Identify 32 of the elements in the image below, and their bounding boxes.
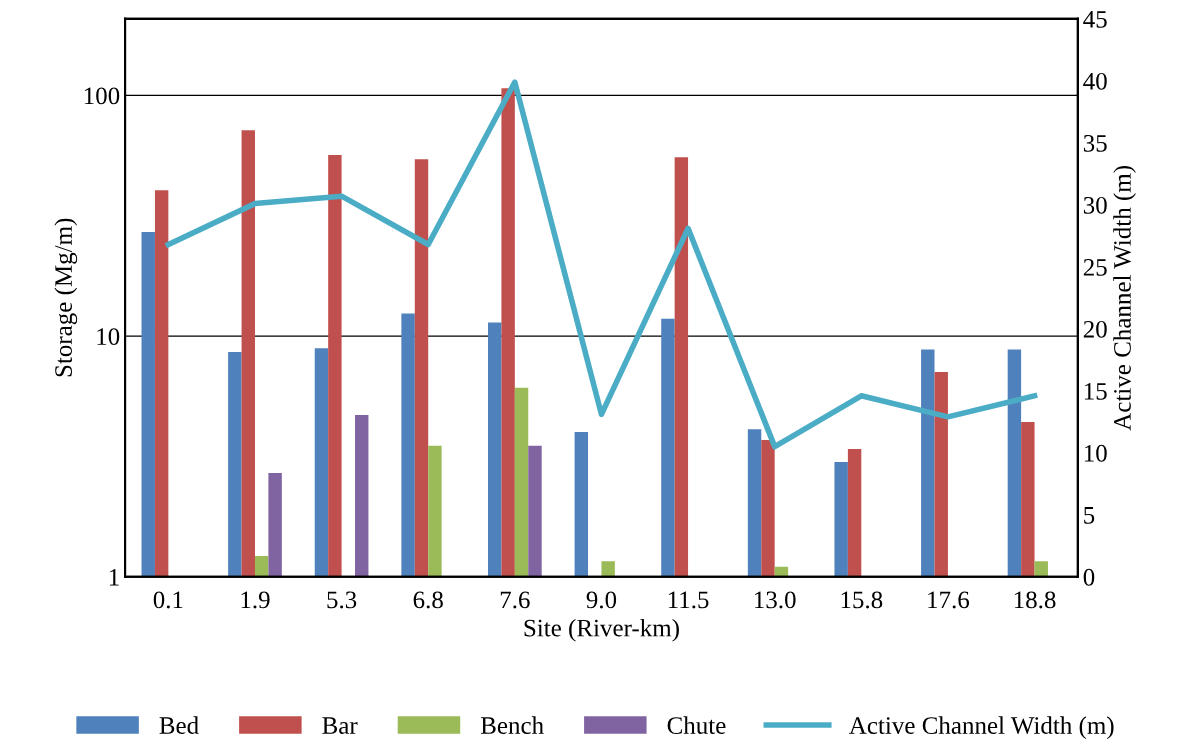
- y2-tick-label: 35: [1083, 134, 1107, 152]
- x-tick-label: 15.8: [841, 591, 883, 609]
- x-tick-label: 5.3: [327, 591, 357, 609]
- y2-tick-label: 20: [1083, 320, 1107, 338]
- legend-label: Bed: [159, 716, 199, 734]
- y-tick-label: 100: [84, 87, 120, 105]
- x-tick-label: 6.8: [413, 591, 443, 609]
- x-axis-title: Site (River-km): [524, 618, 679, 642]
- x-tick-label: 17.6: [928, 591, 970, 609]
- legend-label: Chute: [667, 716, 726, 734]
- y2-tick-label: 30: [1083, 196, 1107, 214]
- x-tick-label: 9.0: [586, 591, 617, 609]
- legend-label: Bench: [480, 716, 544, 734]
- y2-tick-label: 25: [1083, 258, 1107, 276]
- y2-axis-title: Active Channel Width (m): [1113, 166, 1136, 431]
- y2-tick-label: 0: [1083, 568, 1095, 586]
- x-tick-label: 0.1: [153, 591, 183, 609]
- y2-tick-label: 40: [1083, 72, 1107, 90]
- y2-tick-label: 45: [1083, 11, 1107, 28]
- y-tick-label: 10: [97, 328, 120, 346]
- y2-tick-label: 15: [1084, 382, 1107, 400]
- x-tick-label: 13.0: [755, 591, 796, 609]
- y-axis-title: Storage (Mg/m): [54, 218, 78, 377]
- y-tick-label: 1: [109, 568, 119, 586]
- legend-label: Bar: [322, 717, 358, 734]
- legend-label: Active Channel Width (m): [849, 716, 1114, 740]
- x-tick-label: 11.5: [668, 591, 709, 609]
- x-tick-label: 18.8: [1014, 591, 1056, 609]
- x-tick-label: 1.9: [241, 591, 270, 609]
- y2-tick-label: 10: [1084, 444, 1107, 462]
- x-tick-label: 7.6: [500, 591, 530, 609]
- y2-tick-label: 5: [1084, 507, 1095, 524]
